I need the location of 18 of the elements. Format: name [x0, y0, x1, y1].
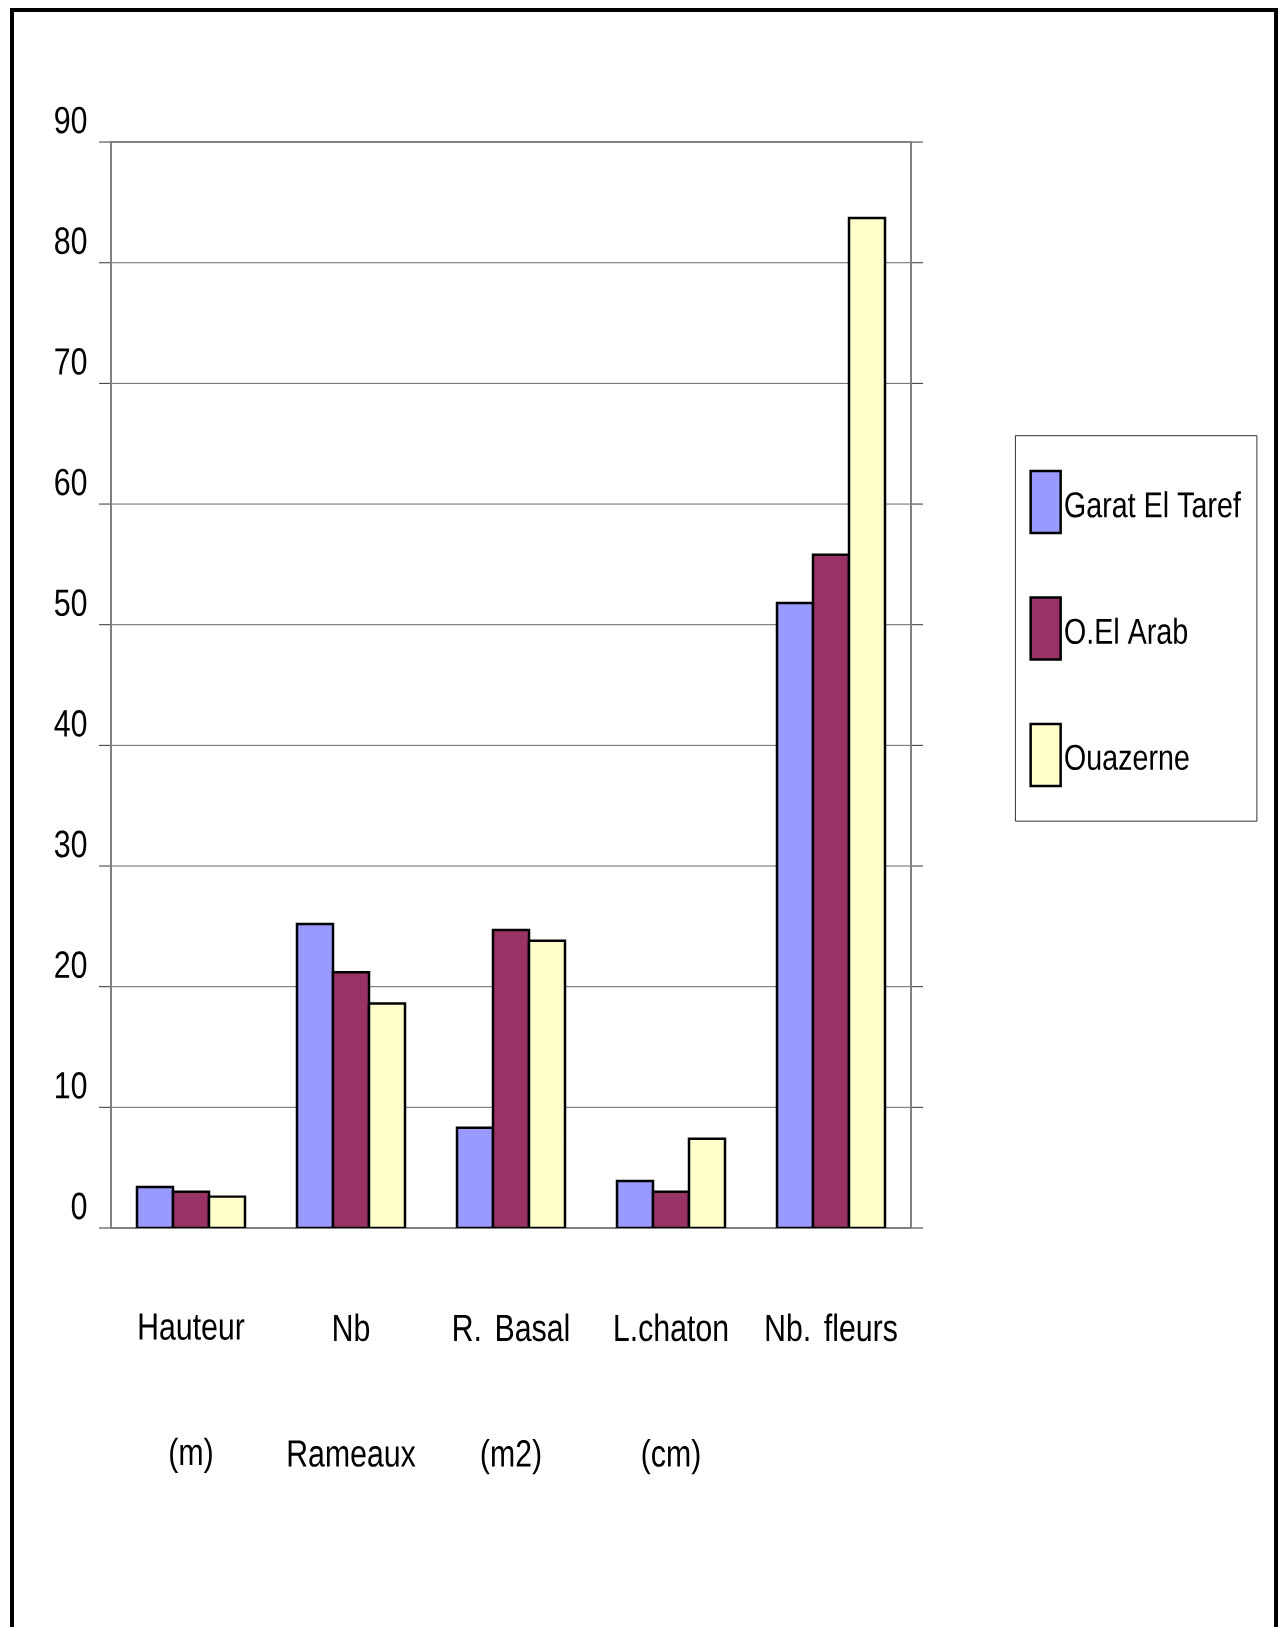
legend-label: Ouazerne [1065, 744, 1189, 771]
y-tick-label: 0 [71, 1192, 87, 1220]
y-tick-label: 80 [55, 227, 87, 255]
category-label: L.chaton (cm) [615, 1313, 728, 1475]
legend-label: Garat El Taref [1065, 491, 1241, 518]
y-tick-label: 30 [54, 830, 87, 858]
y-tick-label: 10 [56, 1071, 87, 1099]
legend-label: O.El Arab [1065, 617, 1188, 645]
category-label: Hauteur (m) [139, 1313, 245, 1473]
y-tick-label: 20 [55, 951, 87, 979]
category-label: Nb Rameaux [288, 1313, 416, 1467]
y-tick-label: 90 [55, 106, 87, 134]
x-tick-label: Nb. fleurs [766, 1313, 897, 1342]
category-label: R. Basal (m2) [454, 1313, 569, 1475]
y-tick-label: 60 [55, 468, 87, 496]
y-tick-label: 40 [54, 709, 87, 737]
y-tick-label: 50 [55, 589, 87, 617]
y-tick-label: 70 [55, 347, 87, 375]
